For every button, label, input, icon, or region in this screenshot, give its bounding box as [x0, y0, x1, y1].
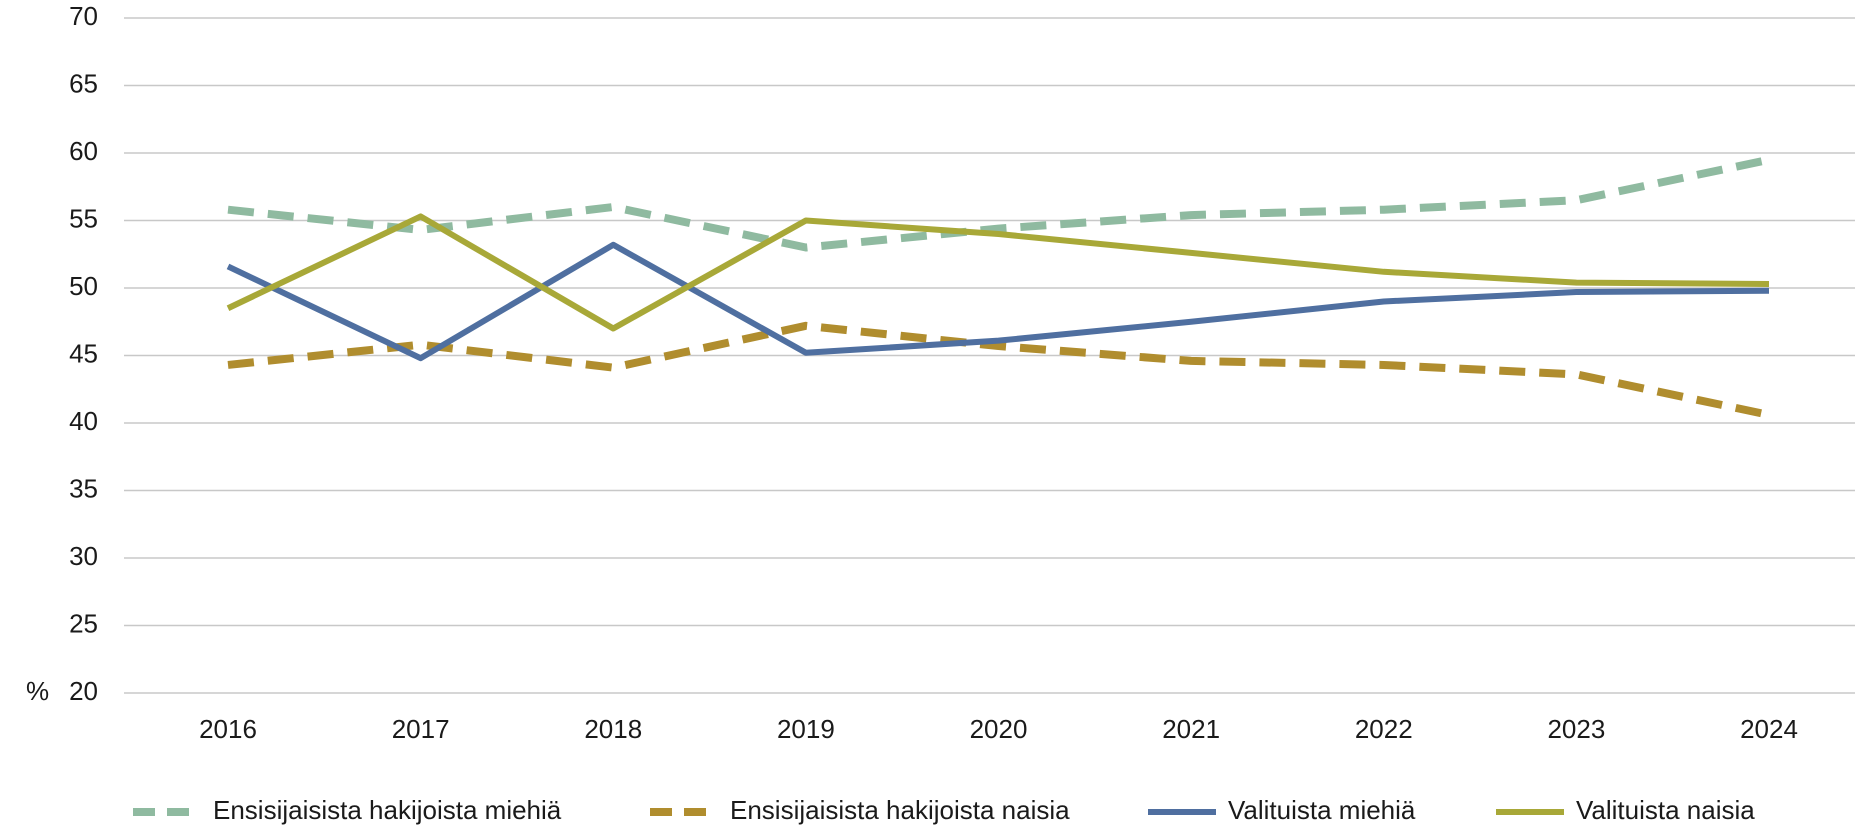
y-axis-label: %	[26, 676, 49, 706]
y-tick-label: 20	[69, 676, 98, 706]
legend-label: Valituista naisia	[1576, 795, 1755, 825]
x-tick-label: 2022	[1355, 714, 1413, 744]
legend-label: Valituista miehiä	[1228, 795, 1416, 825]
x-tick-label: 2021	[1162, 714, 1220, 744]
x-tick-label: 2024	[1740, 714, 1798, 744]
y-tick-label: 65	[69, 68, 98, 98]
x-tick-label: 2018	[584, 714, 642, 744]
x-tick-label: 2023	[1547, 714, 1605, 744]
y-tick-label: 70	[69, 1, 98, 31]
series-line	[227, 155, 1770, 252]
y-tick-label: 45	[69, 338, 98, 368]
y-tick-label: 60	[69, 136, 98, 166]
legend-label: Ensisijaisista hakijoista naisia	[730, 795, 1070, 825]
x-tick-label: 2017	[392, 714, 450, 744]
y-tick-label: 35	[69, 473, 98, 503]
y-tick-label: 25	[69, 608, 98, 638]
series-line	[227, 321, 1770, 419]
series-line	[226, 241, 1770, 362]
x-tick-label: 2016	[199, 714, 257, 744]
x-tick-label: 2020	[970, 714, 1028, 744]
y-tick-label: 30	[69, 541, 98, 571]
x-tick-label: 2019	[777, 714, 835, 744]
y-tick-label: 55	[69, 203, 98, 233]
legend-label: Ensisijaisista hakijoista miehiä	[213, 795, 562, 825]
series-line	[226, 213, 1770, 332]
y-tick-label: 40	[69, 406, 98, 436]
y-tick-label: 50	[69, 271, 98, 301]
